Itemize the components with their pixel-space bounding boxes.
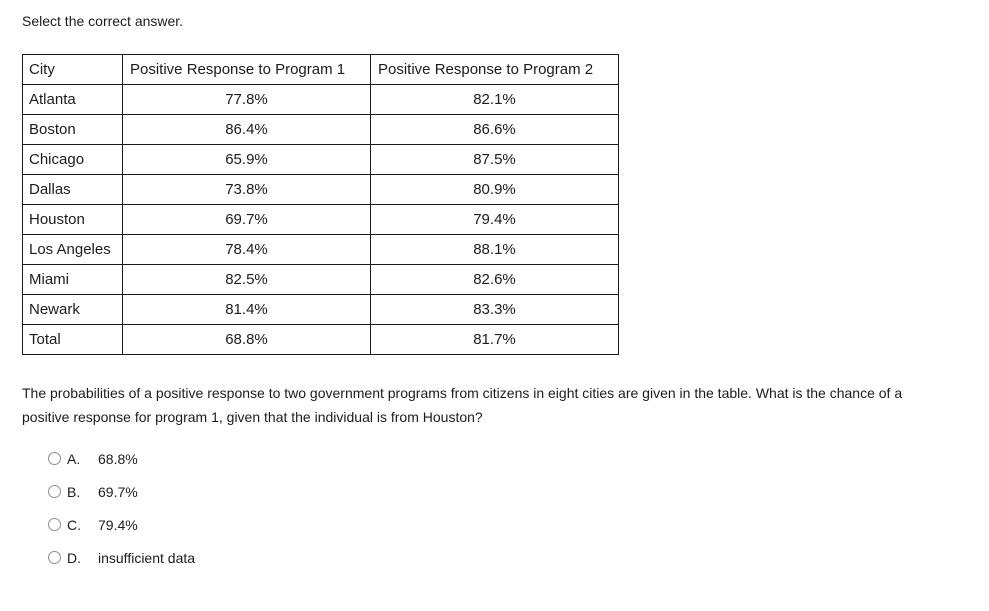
option-letter: B. xyxy=(67,484,81,500)
option-row[interactable]: B. 69.7% xyxy=(48,484,989,517)
city-cell: Newark xyxy=(22,294,123,325)
city-cell: Los Angeles xyxy=(22,234,123,265)
value-cell: 87.5% xyxy=(370,144,619,175)
column-header-program1: Positive Response to Program 1 xyxy=(122,54,371,85)
options-list: A. 68.8% B. 69.7% C. 79.4% D. insufficient data xyxy=(22,451,989,583)
city-cell: Total xyxy=(22,324,123,355)
option-letter: C. xyxy=(67,517,81,533)
question-line: positive response for program 1, given t… xyxy=(22,409,483,425)
city-cell: Boston xyxy=(22,114,123,145)
value-cell: 81.7% xyxy=(370,324,619,355)
table-row: Boston 86.4% 86.6% xyxy=(22,114,619,145)
value-cell: 68.8% xyxy=(122,324,371,355)
option-text: insufficient data xyxy=(98,550,196,566)
value-cell: 78.4% xyxy=(122,234,371,265)
question-line: The probabilities of a positive response… xyxy=(22,385,903,401)
table-row: Chicago 65.9% 87.5% xyxy=(22,144,619,175)
radio-button-icon[interactable] xyxy=(48,452,61,465)
value-cell: 86.4% xyxy=(122,114,371,145)
value-cell: 88.1% xyxy=(370,234,619,265)
option-letter: D. xyxy=(67,550,81,566)
city-cell: Chicago xyxy=(22,144,123,175)
table-row: Atlanta 77.8% 82.1% xyxy=(22,84,619,115)
question-text: The probabilities of a positive response… xyxy=(22,381,989,429)
table-row: Total 68.8% 81.7% xyxy=(22,324,619,355)
value-cell: 82.1% xyxy=(370,84,619,115)
prompt-text: Select the correct answer. xyxy=(22,13,184,29)
value-cell: 81.4% xyxy=(122,294,371,325)
option-text: 68.8% xyxy=(98,451,138,467)
city-cell: Atlanta xyxy=(22,84,123,115)
option-row[interactable]: D. insufficient data xyxy=(48,550,989,583)
radio-button-icon[interactable] xyxy=(48,518,61,531)
option-text: 69.7% xyxy=(98,484,138,500)
value-cell: 86.6% xyxy=(370,114,619,145)
radio-button-icon[interactable] xyxy=(48,551,61,564)
table-row: Houston 69.7% 79.4% xyxy=(22,204,619,235)
column-header-program2: Positive Response to Program 2 xyxy=(370,54,619,85)
option-row[interactable]: C. 79.4% xyxy=(48,517,989,550)
value-cell: 73.8% xyxy=(122,174,371,205)
data-table: City Positive Response to Program 1 Posi… xyxy=(22,54,619,355)
value-cell: 80.9% xyxy=(370,174,619,205)
value-cell: 65.9% xyxy=(122,144,371,175)
value-cell: 83.3% xyxy=(370,294,619,325)
table-header-row: City Positive Response to Program 1 Posi… xyxy=(22,54,619,85)
table-row: Miami 82.5% 82.6% xyxy=(22,264,619,295)
column-header-city: City xyxy=(22,54,123,85)
table-row: Dallas 73.8% 80.9% xyxy=(22,174,619,205)
question-page: Select the correct answer. City Positive… xyxy=(22,13,989,583)
value-cell: 69.7% xyxy=(122,204,371,235)
city-cell: Miami xyxy=(22,264,123,295)
table-body: Atlanta 77.8% 82.1% Boston 86.4% 86.6% Chicago… xyxy=(22,84,619,355)
city-cell: Houston xyxy=(22,204,123,235)
table-row: Los Angeles 78.4% 88.1% xyxy=(22,234,619,265)
value-cell: 82.6% xyxy=(370,264,619,295)
value-cell: 79.4% xyxy=(370,204,619,235)
radio-button-icon[interactable] xyxy=(48,485,61,498)
option-letter: A. xyxy=(67,451,81,467)
table-row: Newark 81.4% 83.3% xyxy=(22,294,619,325)
option-row[interactable]: A. 68.8% xyxy=(48,451,989,484)
value-cell: 82.5% xyxy=(122,264,371,295)
city-cell: Dallas xyxy=(22,174,123,205)
option-text: 79.4% xyxy=(98,517,138,533)
value-cell: 77.8% xyxy=(122,84,371,115)
